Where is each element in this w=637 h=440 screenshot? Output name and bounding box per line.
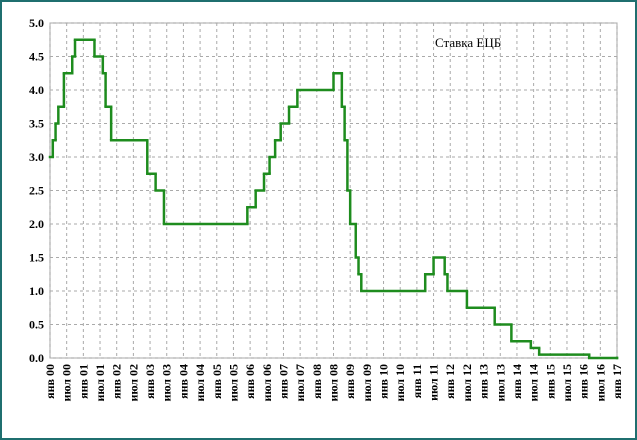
x-tick-label: янв 16 xyxy=(577,364,591,399)
x-tick-label: янв 11 xyxy=(410,364,424,398)
x-tick-label: июл 00 xyxy=(60,364,74,402)
x-tick-label: янв 10 xyxy=(377,364,391,399)
x-tick-label: июл 07 xyxy=(293,364,307,402)
y-tick-label: 3.0 xyxy=(29,150,44,164)
x-tick-label: июл 11 xyxy=(427,364,441,401)
x-tick-label: июл 14 xyxy=(527,364,541,402)
x-tick-label: янв 00 xyxy=(43,364,57,399)
x-tick-label: июл 01 xyxy=(93,364,107,402)
x-tick-label: июл 05 xyxy=(226,364,240,402)
y-tick-label: 1.5 xyxy=(29,251,44,265)
x-tick-label: янв 07 xyxy=(276,364,290,399)
y-tick-label: 0.5 xyxy=(29,318,44,332)
y-tick-label: 3.5 xyxy=(29,117,44,131)
legend-label: Ставка ЕЦБ xyxy=(435,35,501,50)
y-tick-label: 4.0 xyxy=(29,83,44,97)
y-tick-label: 2.5 xyxy=(29,184,44,198)
x-tick-label: янв 06 xyxy=(243,364,257,399)
y-tick-label: 4.5 xyxy=(29,50,44,64)
x-tick-label: июл 16 xyxy=(593,364,607,402)
x-tick-label: июл 13 xyxy=(493,364,507,402)
y-tick-label: 5.0 xyxy=(29,16,44,30)
x-tick-label: июл 04 xyxy=(193,364,207,402)
x-tick-label: янв 17 xyxy=(610,364,624,399)
x-tick-label: янв 01 xyxy=(76,364,90,399)
x-tick-label: янв 03 xyxy=(143,364,157,399)
x-tick-label: янв 15 xyxy=(543,364,557,399)
y-tick-label: 2.0 xyxy=(29,217,44,231)
x-tick-label: янв 08 xyxy=(310,364,324,399)
x-tick-label: июл 09 xyxy=(360,364,374,402)
x-tick-label: янв 05 xyxy=(210,364,224,399)
x-tick-label: янв 02 xyxy=(110,364,124,399)
x-tick-label: янв 09 xyxy=(343,364,357,399)
y-tick-label: 1.0 xyxy=(29,284,44,298)
x-tick-label: янв 04 xyxy=(176,364,190,399)
x-tick-label: янв 14 xyxy=(510,364,524,399)
x-tick-label: июл 02 xyxy=(126,364,140,402)
x-tick-label: янв 12 xyxy=(443,364,457,399)
x-tick-label: июл 10 xyxy=(393,364,407,402)
x-tick-label: июл 03 xyxy=(160,364,174,402)
y-tick-label: 0.0 xyxy=(29,351,44,365)
x-tick-label: июл 06 xyxy=(260,364,274,402)
x-tick-label: июл 15 xyxy=(560,364,574,402)
x-tick-label: янв 13 xyxy=(477,364,491,399)
x-tick-label: июл 08 xyxy=(327,364,341,402)
x-tick-label: июл 12 xyxy=(460,364,474,402)
